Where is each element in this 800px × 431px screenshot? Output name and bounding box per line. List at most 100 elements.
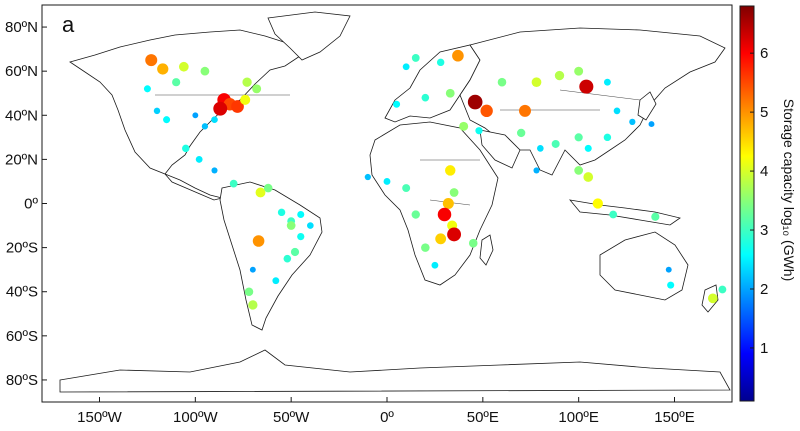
reservoir-point [201, 123, 209, 130]
reservoir-point [579, 79, 594, 94]
colorbar-tick-label: 5 [760, 104, 768, 121]
y-tick-label: 40ºN [5, 107, 38, 124]
reservoir-point [665, 266, 672, 273]
reservoir-point [244, 287, 254, 297]
reservoir-point [421, 93, 430, 102]
y-tick-label: 60ºS [6, 328, 38, 345]
y-tick-label: 60ºN [5, 63, 38, 80]
reservoir-point [252, 84, 262, 94]
reservoir-point [574, 66, 584, 76]
reservoir-points [143, 49, 727, 310]
reservoir-point [584, 144, 592, 152]
reservoir-point [516, 128, 526, 138]
reservoir-point [307, 222, 314, 229]
reservoir-point [574, 166, 584, 175]
colorbar-tick-label: 6 [760, 45, 768, 62]
reservoir-point [411, 54, 420, 62]
reservoir-point [297, 232, 305, 241]
reservoir-point [651, 212, 660, 221]
landmass-japan [637, 91, 657, 121]
reservoir-point [145, 54, 158, 67]
reservoir-point [283, 254, 292, 263]
reservoir-point [648, 121, 655, 128]
reservoir-point [447, 227, 462, 242]
reservoir-point [249, 266, 256, 273]
reservoir-point [231, 100, 244, 113]
x-tick-label: 50ºE [467, 409, 499, 426]
reservoir-point [182, 144, 190, 153]
reservoir-point [290, 247, 300, 257]
reservoir-point [554, 70, 565, 81]
reservoir-point [383, 178, 391, 185]
reservoir-point [248, 300, 258, 310]
reservoir-point [402, 184, 411, 193]
landmass-greenland [267, 11, 351, 61]
reservoir-point [452, 49, 464, 62]
landmass-australia [599, 231, 689, 301]
reservoir-point [583, 172, 594, 182]
y-tick-label: 80ºS [6, 372, 38, 389]
reservoir-point [497, 77, 507, 87]
reservoir-point [272, 277, 280, 285]
reservoir-point [195, 155, 203, 163]
reservoir-point [255, 187, 266, 198]
reservoir-point [475, 127, 483, 135]
reservoir-point [629, 118, 636, 126]
reservoir-point [263, 183, 273, 193]
reservoir-point [609, 210, 618, 219]
y-tick-label: 40ºS [6, 284, 38, 301]
x-tick-label: 100ºW [173, 409, 219, 426]
reservoir-point [445, 165, 456, 176]
x-tick-label: 150ºE [654, 409, 695, 426]
reservoir-point [459, 121, 469, 131]
panel-label: a [62, 12, 75, 37]
landmass-antarctica [59, 349, 731, 393]
y-tick-label: 0º [24, 196, 38, 213]
reservoir-point [277, 208, 286, 217]
reservoir-point [172, 78, 181, 87]
landmass-arabia [479, 129, 521, 169]
reservoir-point [411, 210, 420, 219]
x-tick-label: 50ºW [273, 409, 310, 426]
coastlines [59, 11, 731, 393]
reservoir-point [467, 94, 483, 110]
reservoir-point [603, 78, 611, 86]
reservoir-point [242, 77, 252, 87]
y-tick-label: 80ºN [5, 19, 38, 36]
reservoir-point [200, 66, 210, 76]
reservoir-point [211, 167, 218, 174]
colorbar-title: Storage capacity log₁₀ (GWh) [781, 99, 797, 282]
reservoir-point [480, 104, 493, 118]
reservoir-point [240, 94, 251, 105]
colorbar [739, 5, 755, 402]
reservoir-point [445, 88, 455, 98]
reservoir-point [449, 188, 459, 197]
reservoir-point [613, 107, 621, 115]
reservoir-point [592, 198, 603, 209]
reservoir-point [153, 107, 161, 115]
reservoir-point [178, 61, 189, 72]
colorbar-tick-label: 2 [760, 281, 768, 298]
landmass-asia [459, 27, 726, 176]
x-tick-label: 150ºW [77, 409, 123, 426]
reservoir-point [143, 85, 151, 93]
reservoir-point [435, 233, 447, 245]
reservoir-point [718, 285, 727, 294]
colorbar-tick-label: 3 [760, 222, 768, 239]
reservoir-point [393, 100, 401, 108]
reservoir-point [537, 145, 544, 152]
reservoir-point [213, 101, 228, 116]
reservoir-point [211, 116, 218, 124]
y-axis-ticks: 80ºN 60ºN 40ºN 20ºN 0º 20ºS 40ºS 60ºS 80ºS [5, 19, 47, 389]
reservoir-point [157, 63, 169, 75]
colorbar-tick-label: 1 [760, 340, 768, 357]
y-tick-label: 20ºN [5, 151, 38, 168]
reservoir-point [252, 235, 265, 247]
reservoir-point [163, 116, 171, 124]
reservoir-point [286, 221, 296, 230]
reservoir-point [431, 261, 439, 269]
reservoir-point [436, 58, 445, 67]
reservoir-point [667, 281, 675, 289]
reservoir-point [519, 104, 531, 117]
reservoir-point [468, 238, 478, 248]
